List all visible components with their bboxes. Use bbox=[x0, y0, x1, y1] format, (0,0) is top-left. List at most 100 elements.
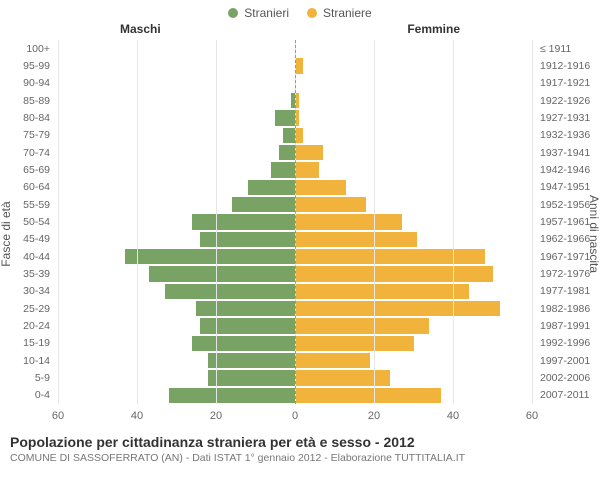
gridline bbox=[453, 40, 454, 404]
birth-year-label: 1957-1961 bbox=[536, 213, 600, 230]
bar-female bbox=[295, 214, 402, 229]
age-label: 15-19 bbox=[0, 335, 54, 352]
gridline bbox=[374, 40, 375, 404]
header-maschi: Maschi bbox=[120, 22, 161, 36]
bar-female bbox=[295, 370, 390, 385]
birth-year-label: 1977-1981 bbox=[536, 283, 600, 300]
x-tick-label: 20 bbox=[368, 410, 380, 422]
birth-year-label: 1997-2001 bbox=[536, 352, 600, 369]
bar-male bbox=[200, 318, 295, 333]
y-left-labels: 100+95-9990-9485-8980-8475-7970-7465-696… bbox=[0, 40, 54, 404]
legend-item-male: Stranieri bbox=[228, 6, 289, 20]
gridline bbox=[137, 40, 138, 404]
bar-female bbox=[295, 336, 414, 351]
bar-female bbox=[295, 388, 441, 403]
age-label: 0-4 bbox=[0, 387, 54, 404]
legend-label-female: Straniere bbox=[323, 6, 372, 20]
age-label: 100+ bbox=[0, 40, 54, 57]
gridline bbox=[216, 40, 217, 404]
bar-male bbox=[279, 145, 295, 160]
birth-year-label: 1942-1946 bbox=[536, 161, 600, 178]
age-label: 30-34 bbox=[0, 283, 54, 300]
x-tick-label: 40 bbox=[447, 410, 459, 422]
birth-year-label: 1947-1951 bbox=[536, 179, 600, 196]
legend: Stranieri Straniere bbox=[0, 0, 600, 22]
header-femmine: Femmine bbox=[407, 22, 460, 36]
age-label: 50-54 bbox=[0, 213, 54, 230]
birth-year-label: 1937-1941 bbox=[536, 144, 600, 161]
x-tick-label: 20 bbox=[210, 410, 222, 422]
bar-female bbox=[295, 232, 417, 247]
age-label: 35-39 bbox=[0, 265, 54, 282]
x-tick-label: 60 bbox=[52, 410, 64, 422]
centerline bbox=[295, 40, 296, 404]
legend-swatch-female bbox=[307, 8, 317, 18]
age-label: 80-84 bbox=[0, 109, 54, 126]
bar-female bbox=[295, 318, 429, 333]
age-label: 60-64 bbox=[0, 179, 54, 196]
x-tick-label: 60 bbox=[526, 410, 538, 422]
age-label: 10-14 bbox=[0, 352, 54, 369]
birth-year-label: 1962-1966 bbox=[536, 231, 600, 248]
bar-male bbox=[275, 110, 295, 125]
column-headers: Maschi Femmine bbox=[0, 22, 600, 40]
bar-female bbox=[295, 197, 366, 212]
birth-year-label: ≤ 1911 bbox=[536, 40, 600, 57]
bar-male bbox=[125, 249, 295, 264]
birth-year-label: 1922-1926 bbox=[536, 92, 600, 109]
bar-male bbox=[200, 232, 295, 247]
age-label: 45-49 bbox=[0, 231, 54, 248]
bar-male bbox=[248, 180, 295, 195]
bar-male bbox=[283, 128, 295, 143]
chart-subtitle: COMUNE DI SASSOFERRATO (AN) - Dati ISTAT… bbox=[10, 450, 590, 464]
bar-male bbox=[192, 214, 295, 229]
gridline bbox=[532, 40, 533, 404]
bar-female bbox=[295, 180, 346, 195]
x-tick-label: 0 bbox=[292, 410, 298, 422]
birth-year-label: 1927-1931 bbox=[536, 109, 600, 126]
age-label: 70-74 bbox=[0, 144, 54, 161]
birth-year-label: 1952-1956 bbox=[536, 196, 600, 213]
legend-label-male: Stranieri bbox=[244, 6, 289, 20]
age-label: 20-24 bbox=[0, 317, 54, 334]
bar-male bbox=[232, 197, 295, 212]
age-label: 90-94 bbox=[0, 75, 54, 92]
birth-year-label: 1932-1936 bbox=[536, 127, 600, 144]
age-label: 25-29 bbox=[0, 300, 54, 317]
bar-male bbox=[208, 370, 295, 385]
bar-male bbox=[208, 353, 295, 368]
bar-female bbox=[295, 266, 493, 281]
bar-male bbox=[271, 162, 295, 177]
bar-male bbox=[169, 388, 295, 403]
birth-year-label: 1917-1921 bbox=[536, 75, 600, 92]
age-label: 5-9 bbox=[0, 369, 54, 386]
birth-year-label: 1967-1971 bbox=[536, 248, 600, 265]
bar-male bbox=[165, 284, 295, 299]
birth-year-label: 1912-1916 bbox=[536, 57, 600, 74]
birth-year-label: 1992-1996 bbox=[536, 335, 600, 352]
birth-year-label: 1982-1986 bbox=[536, 300, 600, 317]
x-axis-ticks: 6040200204060 bbox=[58, 408, 532, 428]
bar-female bbox=[295, 353, 370, 368]
legend-item-female: Straniere bbox=[307, 6, 372, 20]
birth-year-label: 2007-2011 bbox=[536, 387, 600, 404]
age-label: 65-69 bbox=[0, 161, 54, 178]
age-label: 85-89 bbox=[0, 92, 54, 109]
y-right-labels: ≤ 19111912-19161917-19211922-19261927-19… bbox=[536, 40, 600, 404]
plot-area: Fasce di età Anni di nascita 100+95-9990… bbox=[0, 40, 600, 428]
bar-female bbox=[295, 145, 323, 160]
birth-year-label: 1987-1991 bbox=[536, 317, 600, 334]
bar-female bbox=[295, 58, 303, 73]
bar-female bbox=[295, 128, 303, 143]
bar-male bbox=[192, 336, 295, 351]
x-tick-label: 40 bbox=[131, 410, 143, 422]
bar-male bbox=[149, 266, 295, 281]
chart: Maschi Femmine Fasce di età Anni di nasc… bbox=[0, 22, 600, 428]
legend-swatch-male bbox=[228, 8, 238, 18]
plot-inner bbox=[58, 40, 532, 404]
age-label: 40-44 bbox=[0, 248, 54, 265]
bar-female bbox=[295, 249, 485, 264]
bar-female bbox=[295, 162, 319, 177]
age-label: 95-99 bbox=[0, 57, 54, 74]
gridline bbox=[58, 40, 59, 404]
